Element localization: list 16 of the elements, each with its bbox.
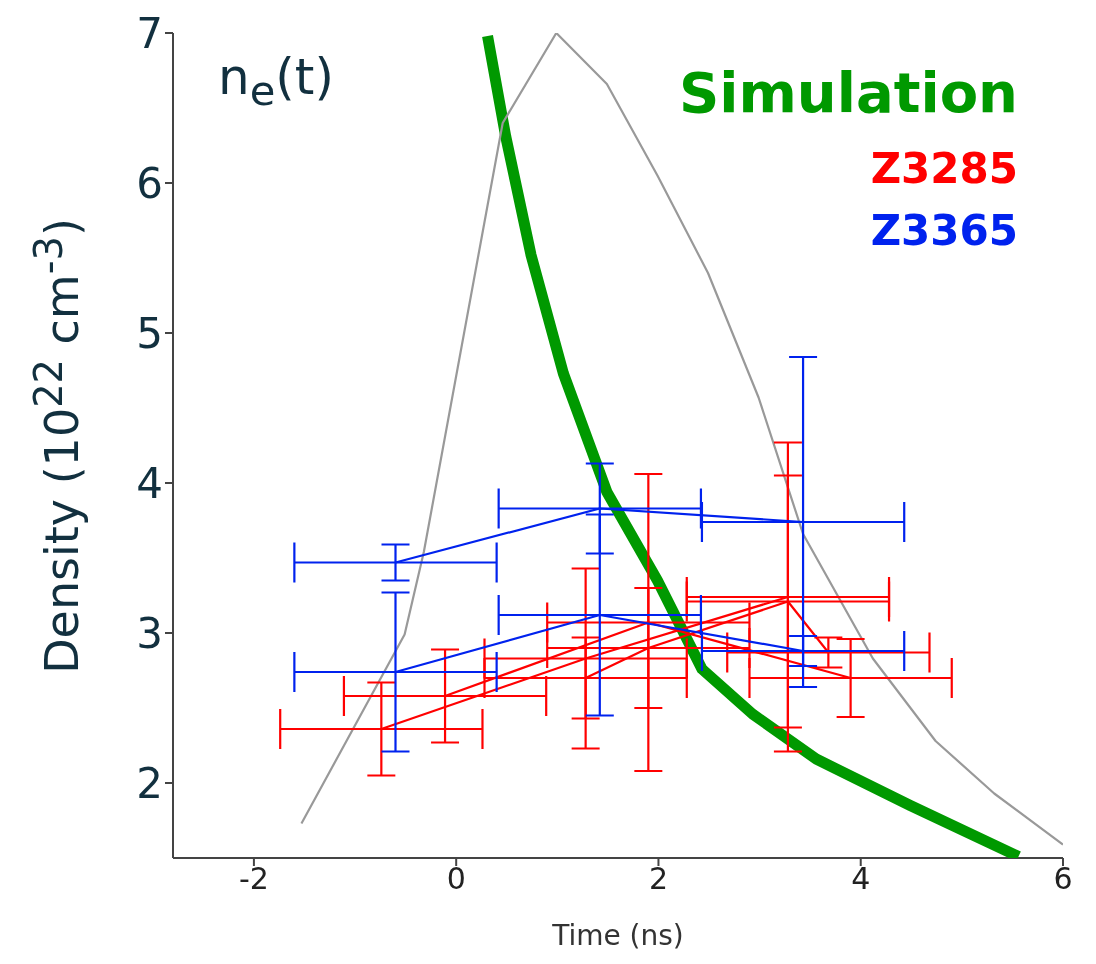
y-tick-label: 3 — [136, 608, 163, 658]
y-tick-label: 6 — [136, 158, 163, 208]
annotation: n$_{e}$(t) — [218, 48, 334, 115]
x-tick-label: 0 — [446, 861, 466, 897]
x-axis-title: Time (ns) — [551, 919, 684, 952]
y-tick-label: 5 — [136, 308, 163, 358]
x-tick-label: 2 — [648, 861, 668, 897]
y-tick-label: 2 — [136, 758, 163, 808]
text: Z3365 — [869, 205, 1018, 257]
text: Z3285 — [869, 143, 1018, 195]
x-tick-label: -2 — [238, 861, 269, 897]
y-tick-label: 4 — [136, 458, 163, 508]
text: Simulation — [678, 59, 1018, 127]
x-tick-label: 4 — [851, 861, 871, 897]
y-tick-label: 7 — [136, 8, 163, 58]
x-tick-label: 6 — [1053, 861, 1073, 897]
